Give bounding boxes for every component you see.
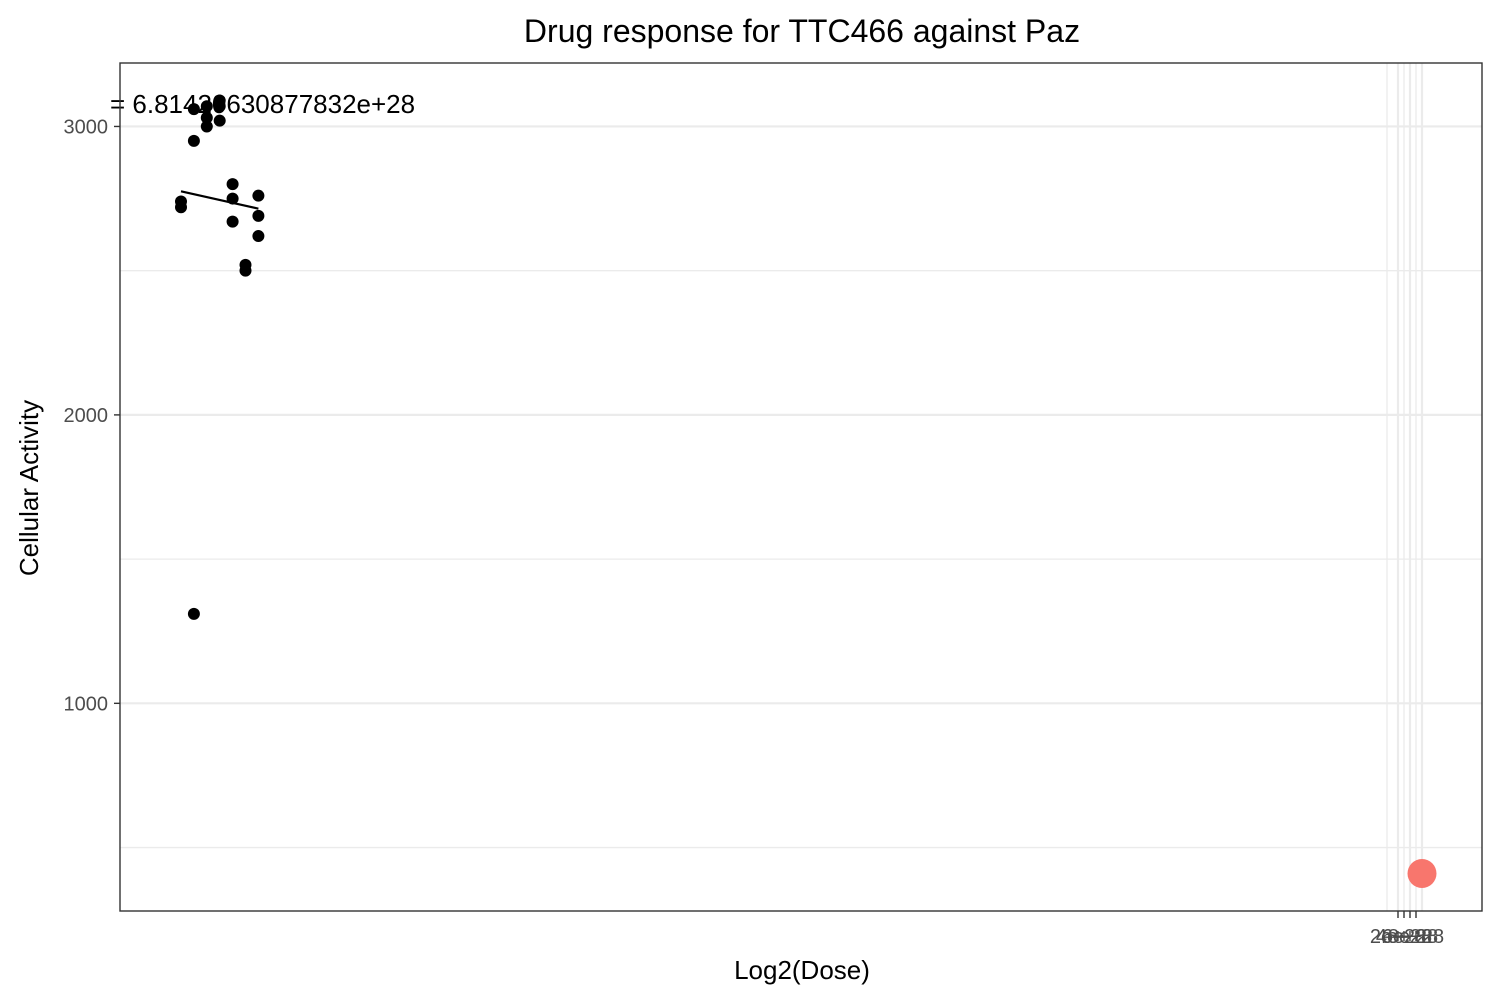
data-point <box>252 209 265 222</box>
data-point <box>226 215 239 228</box>
data-point <box>200 100 213 113</box>
data-point <box>239 264 252 277</box>
data-point <box>200 120 213 133</box>
data-point <box>226 178 239 191</box>
fit-line <box>180 190 259 210</box>
y-tick-label: 3000 <box>64 116 109 138</box>
x-tick-label: 8e+28 <box>1388 926 1444 948</box>
data-point <box>187 103 200 116</box>
left-margin-mask <box>0 80 55 125</box>
panel-border <box>119 62 1483 912</box>
data-point <box>187 607 200 620</box>
data-point <box>213 100 226 113</box>
data-point <box>175 195 187 208</box>
x-axis-title: Log2(Dose) <box>734 955 870 985</box>
highlight-point <box>1407 859 1437 889</box>
y-axis-title: Cellular Activity <box>14 400 44 576</box>
data-point <box>200 111 213 124</box>
x-tick-label: 2e+28 <box>1370 926 1426 948</box>
y-tick-label: 1000 <box>64 693 109 715</box>
data-point <box>213 114 226 127</box>
annotation-label: = 6.81420630877832e+28 <box>110 89 415 119</box>
data-point <box>252 189 265 202</box>
data-point <box>252 230 265 243</box>
x-tick-label: 6e+28 <box>1382 926 1438 948</box>
x-tick-label: 4e+28 <box>1376 926 1432 948</box>
chart-title: Drug response for TTC466 against Paz <box>524 13 1080 49</box>
data-point <box>187 134 200 147</box>
y-tick-label: 2000 <box>64 405 109 427</box>
